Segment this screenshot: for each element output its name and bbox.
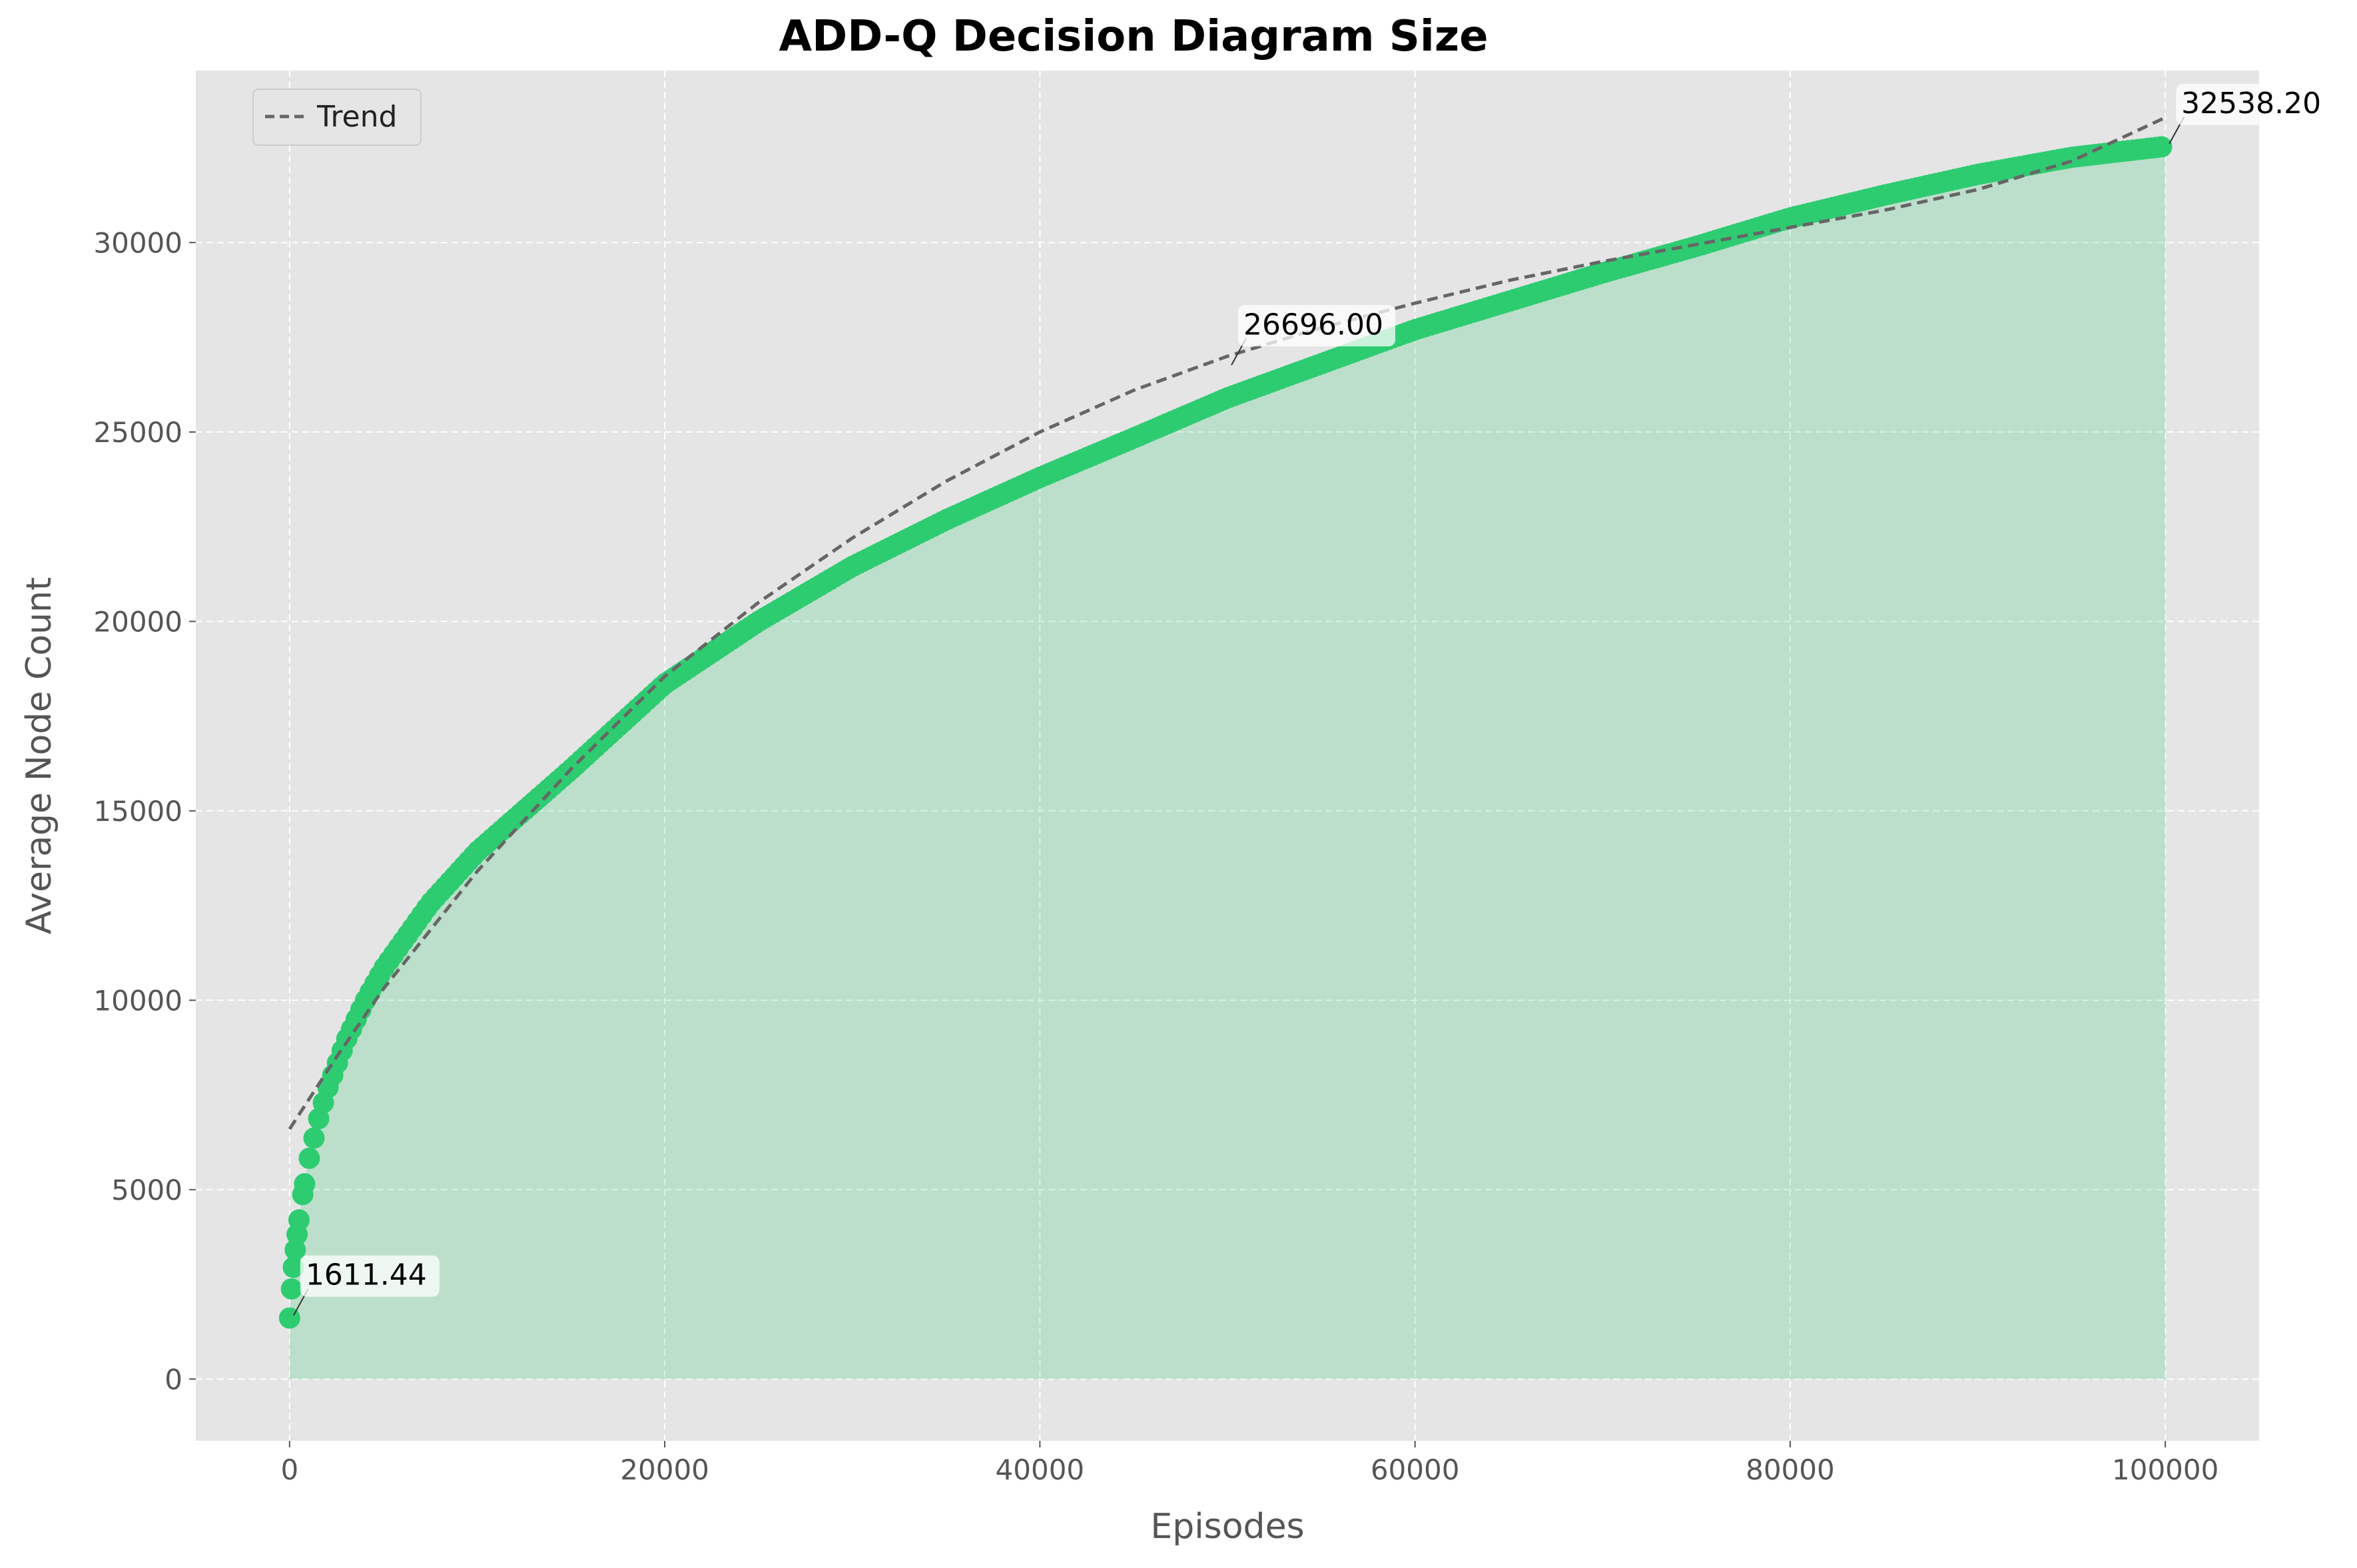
x-tick-label: 20000: [620, 1453, 709, 1486]
data-point: [288, 1209, 310, 1231]
y-tick-label: 20000: [93, 605, 182, 638]
legend-box: [252, 89, 422, 146]
chart-title: ADD-Q Decision Diagram Size: [779, 12, 1489, 61]
y-tick-label: 0: [165, 1363, 182, 1396]
data-point: [284, 1239, 306, 1261]
annotation: 1611.44: [292, 1255, 440, 1316]
annotation-label: 26696.00: [1243, 308, 1383, 342]
annotation-label: 1611.44: [306, 1258, 427, 1292]
y-axis-label: Average Node Count: [19, 577, 59, 935]
legend: Trend: [252, 89, 422, 146]
y-tick-label: 5000: [111, 1174, 182, 1206]
annotation-label: 32538.20: [2181, 87, 2321, 121]
legend-trend-label: Trend: [316, 100, 397, 134]
y-tick-label: 25000: [93, 416, 182, 449]
annotations-layer: 1611.44 26696.00 32538.20: [292, 83, 2334, 1316]
data-point: [298, 1147, 320, 1169]
x-tick-label: 100000: [2112, 1453, 2218, 1486]
data-point: [303, 1127, 325, 1149]
x-tick-label: 0: [280, 1453, 298, 1486]
y-tick-label: 15000: [93, 795, 182, 828]
plot-area: [196, 71, 2259, 1441]
data-point: [282, 1256, 304, 1278]
data-point: [294, 1173, 316, 1195]
y-tick-label: 10000: [93, 984, 182, 1017]
area-fill-layer: [289, 146, 2166, 1380]
annotation-box: [300, 1255, 440, 1297]
data-point: [278, 1307, 300, 1329]
annotation-box: [2176, 83, 2334, 125]
annotation: 26696.00: [1231, 305, 1395, 366]
y-axis-ticks: 0 5000 10000 15000 20000 25000 30000: [93, 226, 196, 1396]
x-axis-label: Episodes: [1150, 1507, 1304, 1547]
x-tick-label: 80000: [1746, 1453, 1835, 1486]
area-fill: [289, 146, 2166, 1380]
data-point: [2151, 136, 2173, 158]
x-axis-ticks: 0 20000 40000 60000 80000 100000: [280, 1441, 2218, 1486]
trend-line-layer: [288, 116, 2167, 1131]
y-tick-label: 30000: [93, 226, 182, 259]
data-point: [280, 1278, 302, 1300]
annotation-box: [1238, 305, 1395, 347]
x-tick-label: 40000: [996, 1453, 1085, 1486]
annotation: 32538.20: [2169, 83, 2334, 144]
x-tick-label: 60000: [1371, 1453, 1460, 1486]
trend-line: [288, 116, 2167, 1131]
